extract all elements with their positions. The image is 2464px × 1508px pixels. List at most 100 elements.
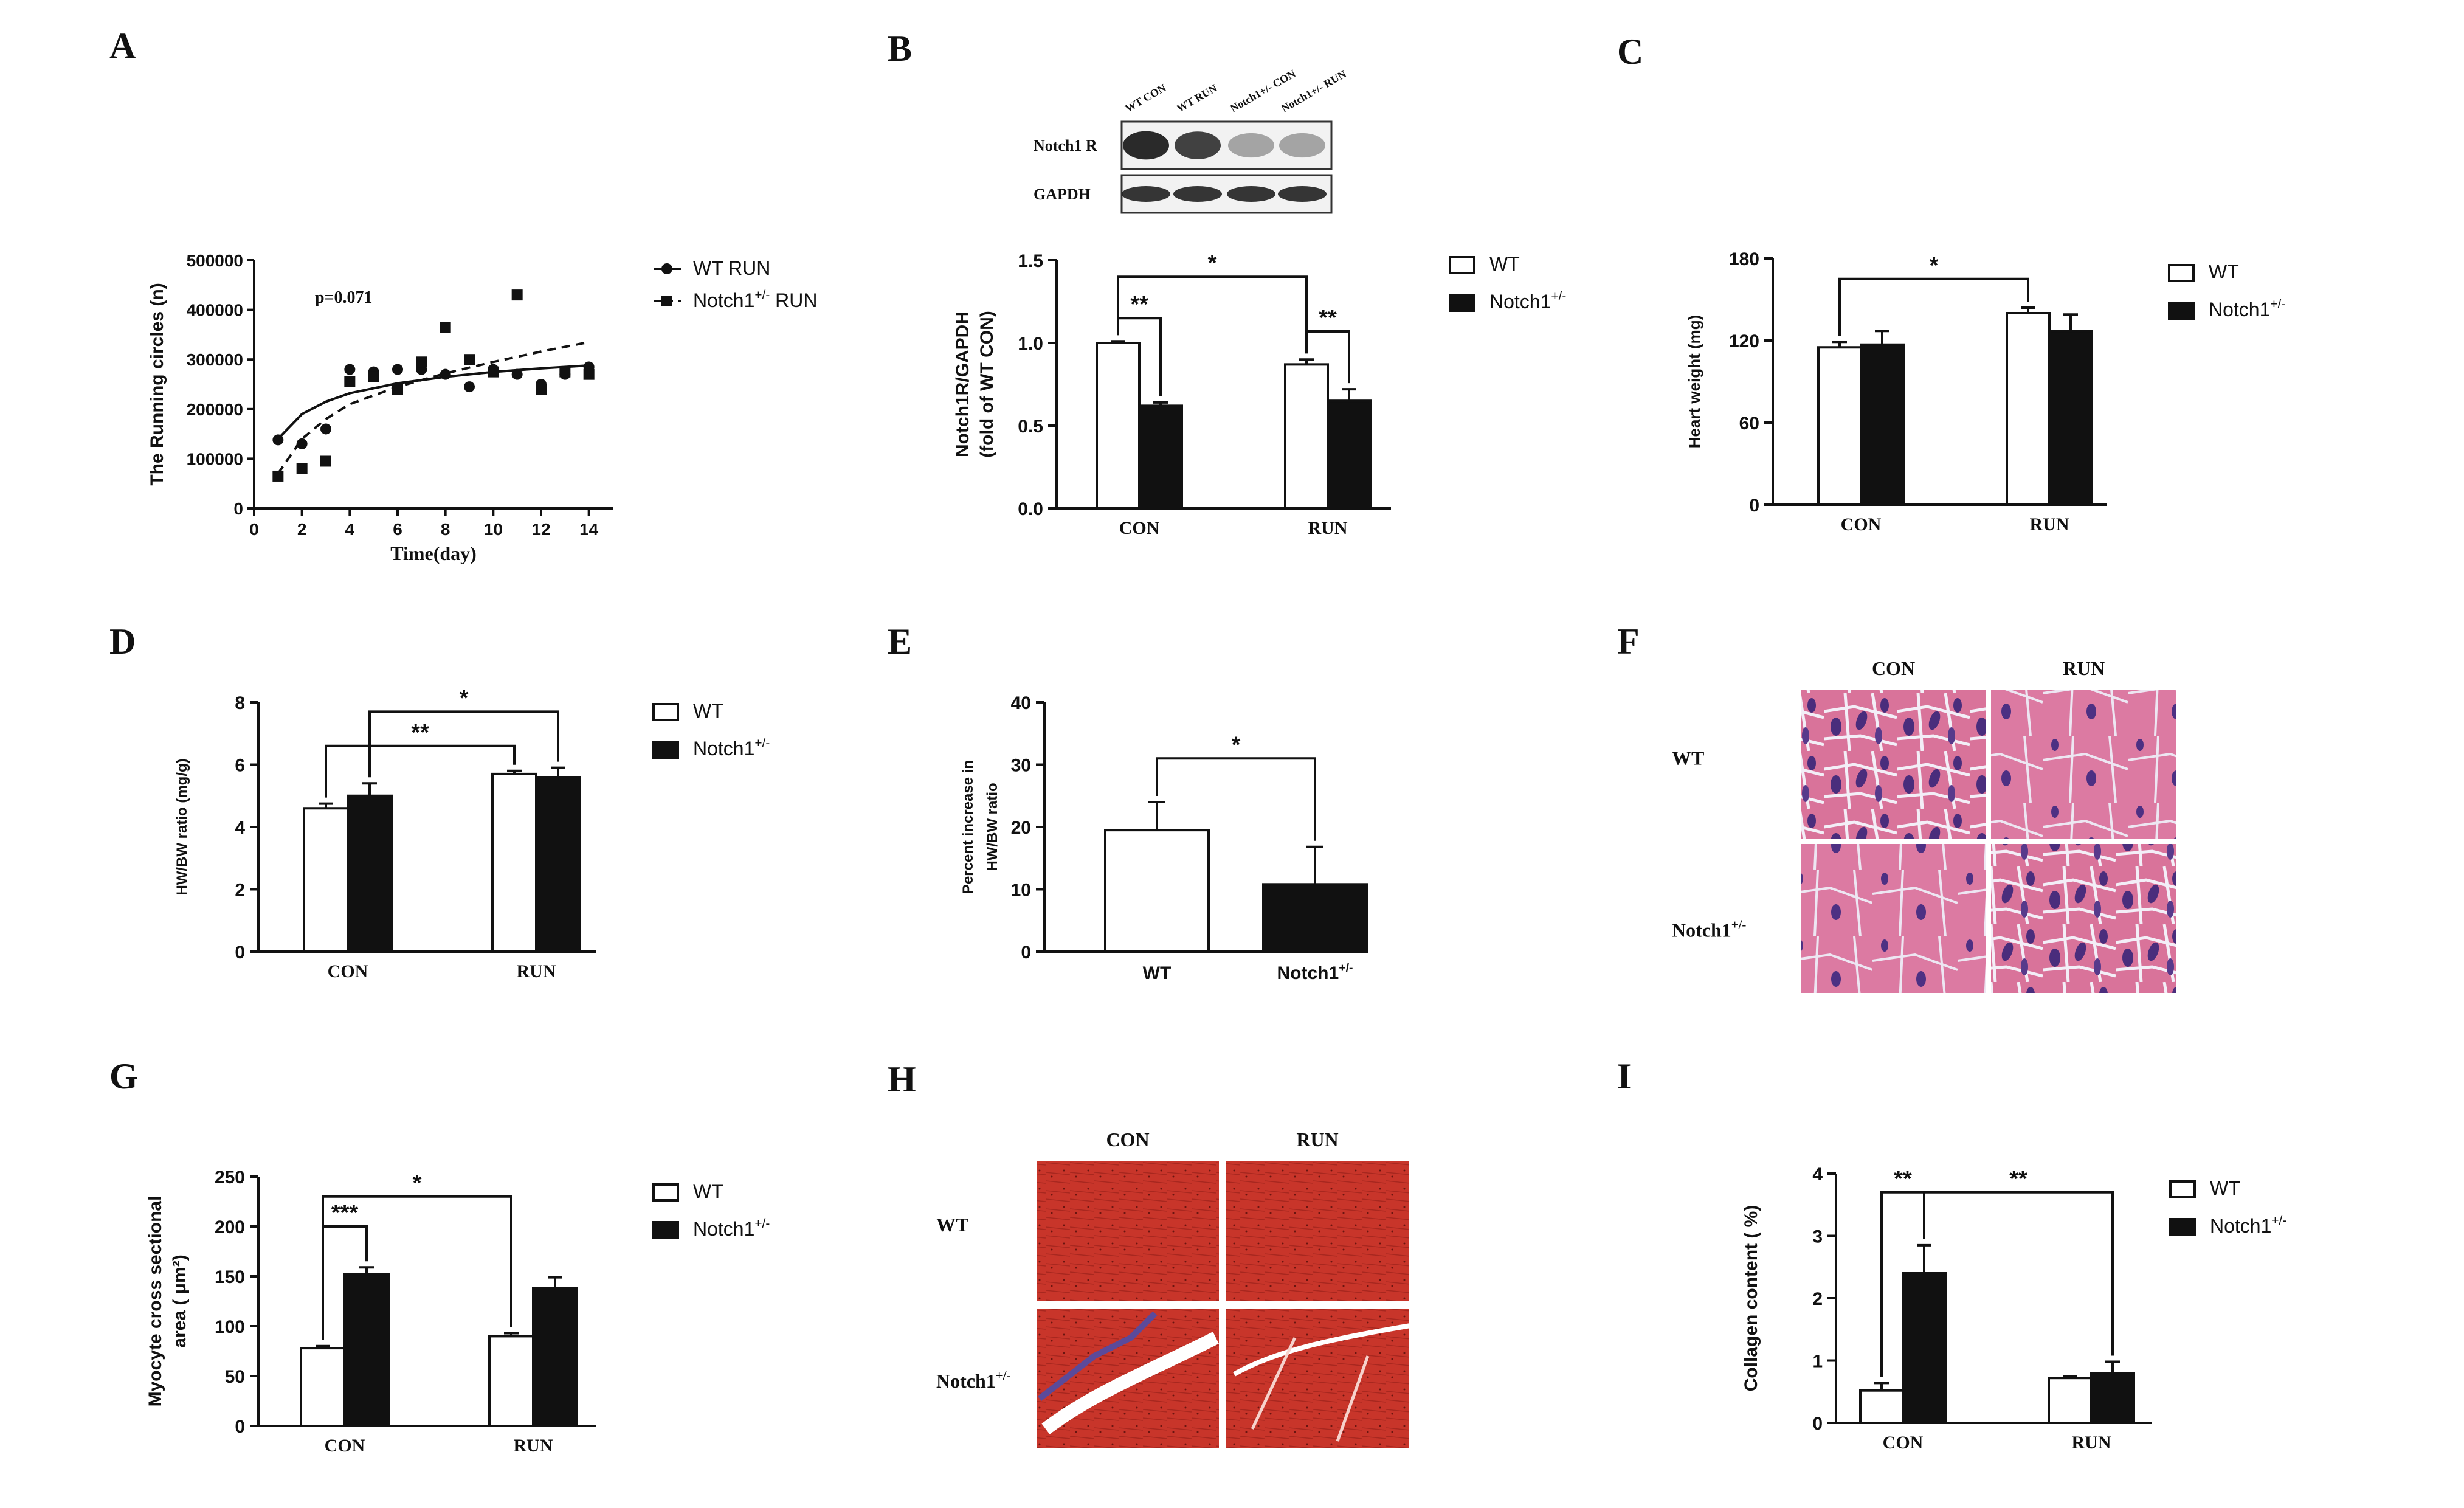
panel-label-C: C [1617,32,1643,72]
y-tick-label: 6 [235,756,245,776]
micrograph-wt-con [1037,1161,1219,1301]
band-gapdh [1122,186,1170,202]
panel-G: 0 50 100 150 200 250 Myocyte cross sectional ar… [145,1167,770,1456]
y-tick-label: 0 [233,499,243,518]
panel-label-H: H [888,1059,916,1099]
bar-wt-run [2048,1377,2093,1424]
bar-wt-run [1284,363,1329,510]
legend-label: WT RUN [693,257,770,279]
y-tick-label: 4 [1812,1164,1823,1185]
x-tick-label: CON [1119,518,1160,538]
band-notch1 [1175,131,1221,159]
panel-I: 0 1 2 3 4 Collagen content ( %) CON RUN ** ** WT No… [1741,1164,2286,1453]
legend-label: Notch1+/- [1489,289,1566,313]
row-label: WT [936,1214,968,1236]
x-axis-label: Time(day) [390,542,477,564]
data-point-wt [296,438,308,449]
column-label: RUN [1296,1129,1338,1150]
y-tick-label: 50 [225,1367,245,1387]
legend-label: WT [2210,1177,2240,1199]
significance-bracket [1117,275,1308,354]
y-tick-label: 500000 [187,251,243,270]
x-tick-label: RUN [514,1436,553,1456]
micrograph-wt-run [1226,1161,1409,1301]
legend-label-base: Notch1 [693,738,754,759]
y-tick-label: 0 [1749,496,1759,516]
data-point-notch1 [296,463,308,474]
micrograph-notch1-con [1801,844,1986,993]
y-tick-label: 1.0 [1018,334,1043,354]
data-point-wt [344,364,356,375]
x-tick-label-base: Notch1 [1277,963,1339,983]
data-point-wt [511,368,523,380]
panel-label-I: I [1617,1056,1631,1096]
column-label: CON [1872,657,1915,679]
significance-label: * [1232,732,1241,758]
x-tick-label-sup: +/- [1339,961,1353,975]
x-tick-label: RUN [2030,514,2069,534]
legend-label-tail: RUN [770,289,817,311]
legend-label: WT [2209,261,2239,283]
y-tick-label: 100 [215,1317,245,1337]
significance-bracket [1838,277,2029,336]
y-tick-label: 200000 [187,400,243,419]
p-value-annotation: p=0.071 [315,288,373,307]
y-tick-label: 150 [215,1267,245,1287]
vessel-gap [1041,1332,1219,1434]
legend-swatch-notch1 [2168,302,2195,320]
data-point-wt [392,364,403,375]
data-point-notch1 [464,354,475,365]
x-tick-label: RUN [2072,1433,2111,1453]
x-tick-label: 10 [484,520,503,539]
bar-wt-con [300,1347,346,1428]
legend-swatch-wt [1449,256,1475,274]
significance-bracket [368,710,559,778]
vessel-gap [1233,1323,1411,1377]
panel-E: 0 10 20 30 40 Percent increase in HW/BW ratio W… [960,693,1368,983]
panel-C: 0 60 120 180 Heart weight (mg) CON RUN * WT Notch… [1685,249,2285,534]
band-gapdh [1278,186,1327,202]
x-tick-label: Notch1+/- [1277,961,1353,983]
y-tick-label: 8 [235,693,245,713]
micrograph-wt-run [1991,690,2176,839]
significance-bracket [1923,1191,2114,1356]
row-label-sup: +/- [996,1369,1011,1383]
data-point-notch1 [344,376,356,387]
bar-notch1-con [1860,343,1905,506]
y-tick-label: 0 [235,1417,245,1437]
legend-label-base: Notch1 [693,289,754,311]
y-tick-label: 3 [1812,1227,1823,1247]
bar-wt-run [488,1335,534,1427]
legend-label-sup: +/- [2271,1214,2286,1228]
legend-label-sup: +/- [754,288,770,302]
micrograph-notch1-run [1991,844,2176,993]
y-tick-label: 0.5 [1018,417,1043,437]
panel-label-D: D [109,621,136,662]
data-point-notch1 [511,289,523,301]
x-tick-label: CON [328,961,368,981]
column-label: CON [1106,1129,1149,1150]
bar-notch1-run [2090,1372,2135,1424]
legend-swatch-wt [652,703,679,721]
y-tick-label: 40 [1011,693,1031,713]
panel-label-E: E [888,621,912,662]
x-tick-label: 8 [441,520,450,539]
row-label-notch1: Notch1 R [1034,137,1097,154]
y-axis-label: Notch1R/GAPDH [953,311,973,457]
y-tick-label: 300000 [187,350,243,369]
legend-swatch-notch1 [652,741,679,759]
bar-wt-con [1859,1389,1904,1424]
y-axis-label: Heart weight (mg) [1685,315,1703,449]
band-notch1 [1228,133,1274,158]
y-tick-label: 200 [215,1217,245,1237]
legend-label-base: Notch1 [1489,291,1551,313]
y-tick-label: 60 [1739,413,1759,434]
y-tick-label: 180 [1729,249,1759,269]
band-gapdh [1173,186,1222,202]
panel-label-A: A [109,26,136,66]
data-point-wt [320,423,331,435]
band-notch1 [1279,133,1325,158]
bar-wt-run [491,772,537,953]
data-point-notch1 [583,368,595,380]
y-axis-label-2: (fold of WT CON) [977,311,997,458]
